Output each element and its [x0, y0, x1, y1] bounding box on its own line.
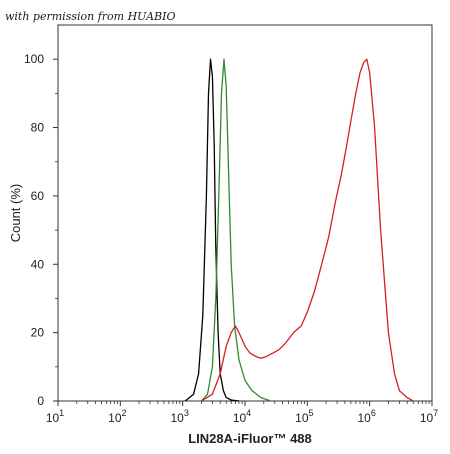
y-tick-label: 0 [37, 394, 44, 408]
x-tick-label: 105 [295, 408, 313, 425]
y-tick-label: 20 [31, 326, 45, 340]
y-tick-label: 100 [24, 52, 44, 66]
x-axis: 101 102 103 104 105 106 107 [46, 401, 438, 425]
y-axis-title: Count (%) [8, 184, 23, 243]
series-line-2 [200, 58, 272, 402]
x-axis-title: LIN28A-iFluor™ 488 [188, 431, 312, 446]
y-tick-label: 40 [31, 257, 45, 271]
y-tick-label: 80 [31, 121, 45, 135]
x-tick-label: 104 [233, 408, 251, 425]
x-tick-label: 106 [357, 408, 375, 425]
series-line-3 [201, 58, 414, 402]
y-tick-label: 60 [31, 189, 45, 203]
series-line-1 [184, 58, 240, 402]
x-tick-label: 102 [108, 408, 126, 425]
x-tick-label: 101 [46, 408, 64, 425]
plot-area-frame [57, 24, 433, 402]
watermark-text: with permission from HUABIO [5, 10, 176, 23]
x-tick-label: 103 [170, 408, 188, 425]
y-axis: 0 20 40 60 80 100 [24, 52, 58, 408]
x-tick-label: 107 [420, 408, 438, 425]
series-layer [184, 58, 414, 402]
